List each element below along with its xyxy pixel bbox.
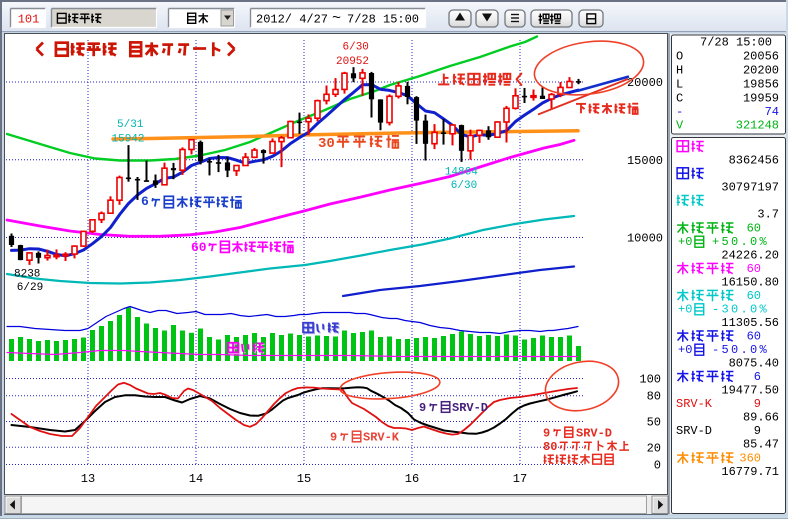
- svg-text:+50.0%: +50.0%: [712, 235, 769, 249]
- svg-text:+0: +0: [678, 343, 692, 357]
- svg-text:15: 15: [297, 472, 311, 486]
- svg-text:15942: 15942: [112, 134, 145, 146]
- svg-text:20000: 20000: [627, 76, 663, 90]
- svg-text:SRV-D: SRV-D: [452, 401, 488, 415]
- svg-text:SRV-K: SRV-K: [676, 397, 713, 411]
- svg-text:19856: 19856: [743, 78, 779, 92]
- svg-text:20056: 20056: [743, 50, 779, 64]
- svg-text:19959: 19959: [743, 92, 779, 106]
- svg-text:C: C: [676, 92, 683, 106]
- svg-text:20200: 20200: [743, 64, 779, 78]
- svg-text:16150.80: 16150.80: [721, 276, 779, 290]
- svg-text:8362456: 8362456: [729, 154, 779, 168]
- svg-text:13: 13: [81, 472, 95, 486]
- svg-text:L: L: [676, 78, 683, 92]
- svg-text:10000: 10000: [627, 232, 663, 246]
- svg-text:3.7: 3.7: [757, 208, 779, 222]
- svg-text:6: 6: [141, 194, 149, 209]
- svg-text:5/31: 5/31: [117, 119, 144, 131]
- svg-text:9: 9: [419, 401, 426, 415]
- svg-text:-50.0%: -50.0%: [712, 343, 769, 357]
- svg-text:9: 9: [754, 397, 761, 411]
- svg-text:80: 80: [543, 440, 557, 454]
- svg-text:H: H: [676, 64, 683, 78]
- svg-text:24226.20: 24226.20: [721, 249, 779, 263]
- svg-text:30: 30: [318, 136, 335, 152]
- svg-text:8075.40: 8075.40: [729, 357, 779, 371]
- svg-text:101: 101: [18, 13, 40, 27]
- svg-text:20952: 20952: [336, 56, 369, 68]
- svg-text:~: ~: [332, 10, 341, 27]
- svg-text:7/28 15:00: 7/28 15:00: [700, 36, 772, 50]
- svg-text:V: V: [676, 119, 684, 133]
- svg-text:SRV-K: SRV-K: [363, 431, 400, 445]
- svg-text:20: 20: [647, 441, 661, 455]
- svg-text:2012/ 4/27: 2012/ 4/27: [256, 13, 328, 27]
- svg-text:80: 80: [647, 390, 661, 404]
- svg-text:360: 360: [739, 452, 761, 466]
- svg-text:-: -: [676, 105, 683, 119]
- svg-text:+0: +0: [678, 303, 692, 317]
- svg-text:85.47: 85.47: [743, 438, 779, 452]
- svg-text:SRV-D: SRV-D: [576, 427, 612, 441]
- svg-text:9: 9: [754, 424, 761, 438]
- svg-text:14: 14: [189, 472, 203, 486]
- svg-text:16779.71: 16779.71: [721, 465, 779, 479]
- svg-text:+0: +0: [678, 235, 692, 249]
- svg-text:6/29: 6/29: [17, 282, 43, 294]
- svg-text:321248: 321248: [736, 119, 779, 133]
- svg-text:0: 0: [654, 459, 661, 473]
- svg-text:60: 60: [747, 289, 761, 303]
- svg-text:6/30: 6/30: [343, 42, 369, 54]
- svg-text:100: 100: [639, 373, 661, 387]
- svg-text:6/30: 6/30: [451, 180, 477, 192]
- svg-text:14864: 14864: [445, 167, 478, 179]
- svg-text:-30.0%: -30.0%: [712, 303, 769, 317]
- svg-text:50: 50: [647, 416, 661, 430]
- svg-text:15000: 15000: [627, 154, 663, 168]
- svg-text:7/28 15:00: 7/28 15:00: [347, 13, 419, 27]
- svg-text:O: O: [676, 50, 683, 64]
- svg-text:30797197: 30797197: [721, 181, 779, 195]
- svg-text:60: 60: [747, 262, 761, 276]
- svg-text:74: 74: [765, 105, 779, 119]
- svg-text:11305.56: 11305.56: [721, 316, 779, 330]
- svg-text:16: 16: [405, 472, 419, 486]
- svg-text:19477.50: 19477.50: [721, 384, 779, 398]
- svg-text:8238: 8238: [14, 269, 40, 281]
- svg-text:SRV-D: SRV-D: [676, 424, 712, 438]
- svg-text:9: 9: [330, 431, 337, 445]
- svg-text:60: 60: [191, 240, 207, 255]
- svg-text:17: 17: [513, 472, 527, 486]
- svg-text:9: 9: [543, 427, 550, 441]
- svg-text:60: 60: [747, 330, 761, 344]
- svg-text:89.66: 89.66: [743, 411, 779, 425]
- svg-text:6: 6: [754, 370, 761, 384]
- svg-text:60: 60: [747, 222, 761, 236]
